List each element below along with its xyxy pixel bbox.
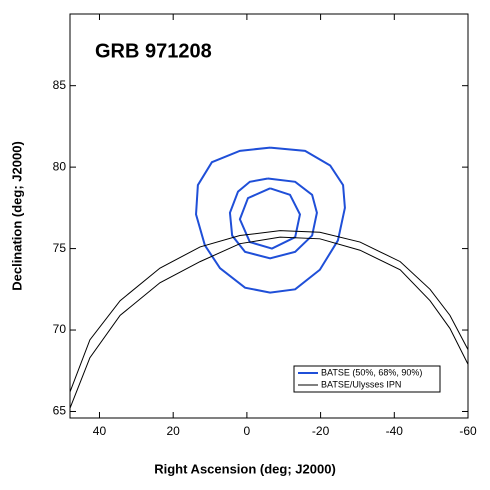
x-tick-label: -20 [312, 424, 330, 438]
plot-frame [69, 13, 469, 419]
legend-box [293, 365, 441, 393]
x-tick-label: 0 [244, 424, 251, 438]
y-tick-label: 65 [53, 404, 67, 418]
x-tick-label: 20 [167, 424, 181, 438]
y-tick-label: 70 [53, 322, 67, 336]
x-tick-label: 40 [93, 424, 107, 438]
y-tick-label: 85 [53, 78, 67, 92]
x-tick-label: -40 [386, 424, 404, 438]
x-tick-label: -60 [459, 424, 477, 438]
series-line [195, 146, 346, 294]
x-axis-label: Right Ascension (deg; J2000) [154, 461, 336, 476]
y-tick-label: 80 [53, 159, 67, 173]
y-tick-label: 75 [53, 241, 67, 255]
y-axis-label: Declination (deg; J2000) [9, 141, 24, 291]
legend-label: BATSE (50%, 68%, 90%) [321, 367, 422, 377]
chart-title: GRB 971208 [95, 40, 212, 62]
series-line [69, 230, 469, 409]
legend-label: BATSE/Ulysses IPN [321, 379, 401, 389]
